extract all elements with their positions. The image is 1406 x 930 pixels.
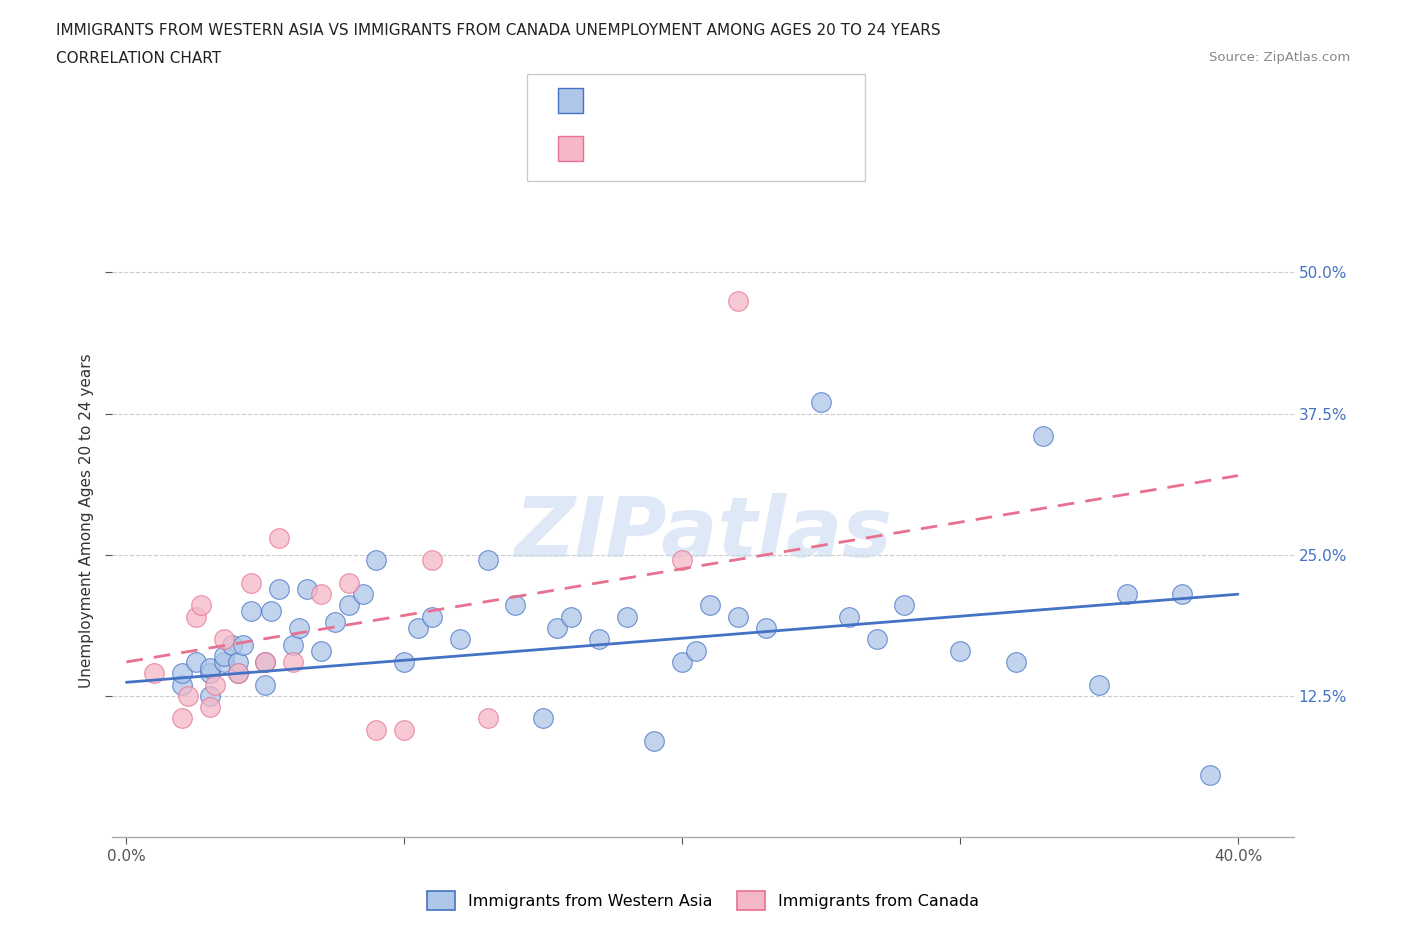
Text: R =: R = <box>598 90 634 108</box>
Point <box>226 666 249 681</box>
Point <box>190 598 212 613</box>
Point <box>287 620 309 635</box>
Point <box>477 711 499 726</box>
Point <box>420 553 443 568</box>
Point <box>198 660 221 675</box>
Text: R =: R = <box>598 138 634 155</box>
Point <box>221 638 243 653</box>
Point <box>170 711 193 726</box>
Point <box>204 677 226 692</box>
Point <box>449 632 471 647</box>
Point <box>184 655 207 670</box>
Point <box>212 632 235 647</box>
Point <box>949 644 972 658</box>
Point <box>281 655 304 670</box>
Point <box>198 688 221 703</box>
Point <box>546 620 568 635</box>
Point <box>269 581 291 596</box>
Point <box>366 723 388 737</box>
Point <box>893 598 915 613</box>
Point <box>309 587 332 602</box>
Text: 0.210: 0.210 <box>637 90 689 108</box>
Point <box>198 666 221 681</box>
Point <box>420 609 443 624</box>
Point <box>671 553 693 568</box>
Y-axis label: Unemployment Among Ages 20 to 24 years: Unemployment Among Ages 20 to 24 years <box>79 353 94 688</box>
Point <box>505 598 527 613</box>
Point <box>254 677 277 692</box>
Point <box>184 609 207 624</box>
Point <box>394 723 416 737</box>
Point <box>352 587 374 602</box>
Point <box>254 655 277 670</box>
Point <box>212 655 235 670</box>
Point <box>1088 677 1111 692</box>
Point <box>616 609 638 624</box>
Point <box>866 632 889 647</box>
Point <box>727 293 749 308</box>
Point <box>281 638 304 653</box>
Point <box>1115 587 1137 602</box>
Point <box>254 655 277 670</box>
Point <box>810 395 832 410</box>
Point <box>170 666 193 681</box>
Text: 0.171: 0.171 <box>637 138 689 155</box>
Text: CORRELATION CHART: CORRELATION CHART <box>56 51 221 66</box>
Point <box>754 620 776 635</box>
Point <box>531 711 554 726</box>
Point <box>685 644 707 658</box>
Text: IMMIGRANTS FROM WESTERN ASIA VS IMMIGRANTS FROM CANADA UNEMPLOYMENT AMONG AGES 2: IMMIGRANTS FROM WESTERN ASIA VS IMMIGRAN… <box>56 23 941 38</box>
Point <box>366 553 388 568</box>
Point <box>170 677 193 692</box>
Point <box>727 609 749 624</box>
Point <box>260 604 283 618</box>
Point <box>838 609 860 624</box>
Point <box>560 609 582 624</box>
Point <box>643 734 665 749</box>
Point <box>198 699 221 714</box>
Legend: Immigrants from Western Asia, Immigrants from Canada: Immigrants from Western Asia, Immigrants… <box>419 884 987 918</box>
Point <box>1171 587 1194 602</box>
Point <box>1199 767 1222 782</box>
Point <box>269 530 291 545</box>
Point <box>588 632 610 647</box>
Point <box>406 620 429 635</box>
Point <box>212 649 235 664</box>
Point <box>240 576 263 591</box>
Point <box>226 655 249 670</box>
Point <box>477 553 499 568</box>
Point <box>671 655 693 670</box>
Text: 21: 21 <box>735 138 758 155</box>
Text: N =: N = <box>693 138 730 155</box>
Point <box>699 598 721 613</box>
Text: ZIPatlas: ZIPatlas <box>515 493 891 574</box>
Point <box>143 666 166 681</box>
Point <box>240 604 263 618</box>
Point <box>176 688 198 703</box>
Point <box>1032 429 1054 444</box>
Point <box>337 576 360 591</box>
Text: 53: 53 <box>735 90 758 108</box>
Point <box>337 598 360 613</box>
Point <box>226 666 249 681</box>
Text: N =: N = <box>693 90 730 108</box>
Point <box>323 615 346 630</box>
Point <box>232 638 254 653</box>
Text: Source: ZipAtlas.com: Source: ZipAtlas.com <box>1209 51 1350 64</box>
Point <box>394 655 416 670</box>
Point <box>309 644 332 658</box>
Point <box>1004 655 1026 670</box>
Point <box>295 581 318 596</box>
